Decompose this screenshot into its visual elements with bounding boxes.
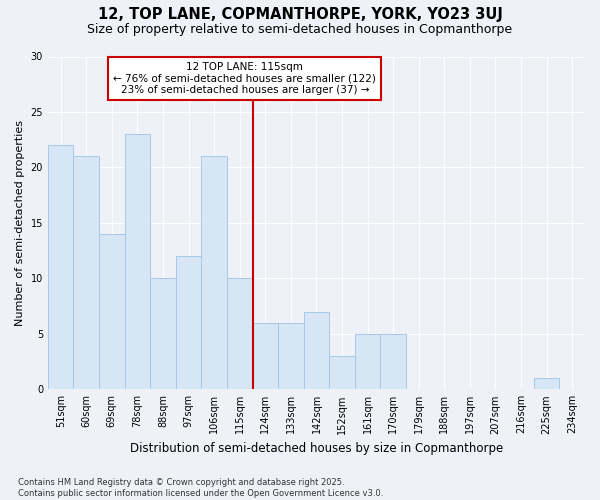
Text: Contains HM Land Registry data © Crown copyright and database right 2025.
Contai: Contains HM Land Registry data © Crown c… (18, 478, 383, 498)
Bar (253, 322, 278, 390)
Bar (48, 145, 73, 390)
Text: Size of property relative to semi-detached houses in Copmanthorpe: Size of property relative to semi-detach… (88, 22, 512, 36)
Bar (99, 234, 125, 390)
Bar (534, 378, 559, 390)
Bar (227, 278, 253, 390)
Bar (304, 312, 329, 390)
Bar (73, 156, 99, 390)
Text: 12, TOP LANE, COPMANTHORPE, YORK, YO23 3UJ: 12, TOP LANE, COPMANTHORPE, YORK, YO23 3… (98, 8, 502, 22)
Bar (329, 356, 355, 390)
Bar (278, 322, 304, 390)
Bar (150, 278, 176, 390)
Bar (176, 256, 202, 390)
Bar (380, 334, 406, 390)
Y-axis label: Number of semi-detached properties: Number of semi-detached properties (15, 120, 25, 326)
Bar (202, 156, 227, 390)
Bar (355, 334, 380, 390)
Text: 12 TOP LANE: 115sqm
← 76% of semi-detached houses are smaller (122)
23% of semi-: 12 TOP LANE: 115sqm ← 76% of semi-detach… (113, 62, 376, 95)
X-axis label: Distribution of semi-detached houses by size in Copmanthorpe: Distribution of semi-detached houses by … (130, 442, 503, 455)
Bar (125, 134, 150, 390)
